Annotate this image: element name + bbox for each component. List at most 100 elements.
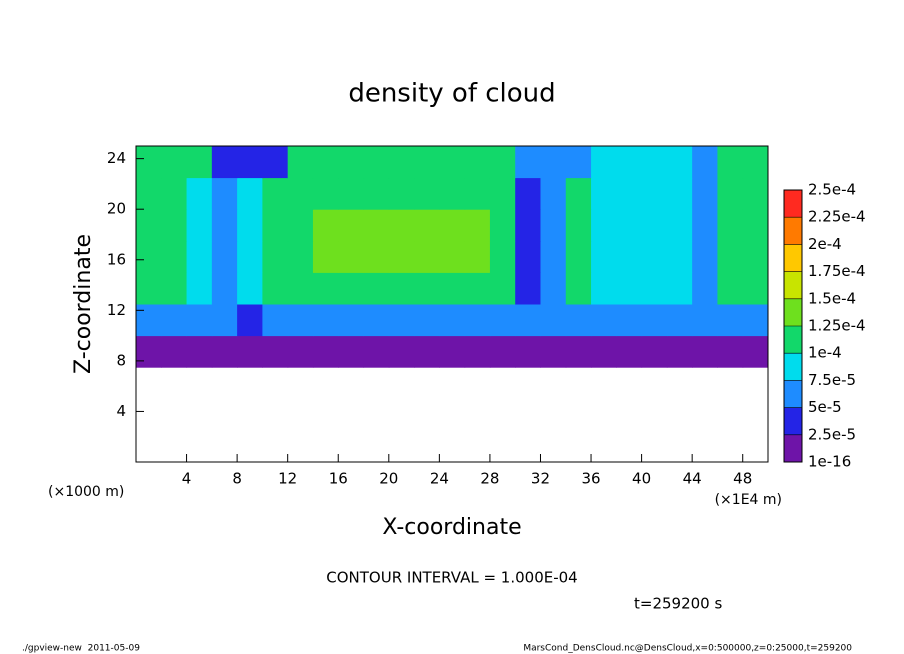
heat-cell [464, 272, 491, 305]
heat-cell [211, 304, 238, 337]
heat-cell [616, 177, 643, 210]
colorbar-label: 1e-16 [808, 453, 851, 471]
heat-cell [237, 177, 263, 210]
heat-cell [565, 272, 592, 305]
x-tick-label: 32 [531, 470, 550, 488]
colorbar-band [784, 217, 802, 245]
heat-cell [616, 304, 643, 337]
heat-cell [439, 335, 466, 368]
colorbar-band [784, 353, 802, 381]
heat-cell [363, 209, 390, 242]
heat-cell [692, 304, 718, 337]
colorbar-label: 2.5e-5 [808, 425, 856, 443]
heat-cell [186, 304, 213, 337]
colorbar-band [784, 434, 802, 462]
heat-cell [742, 304, 769, 337]
heat-cell [565, 304, 592, 337]
heat-cell [515, 209, 541, 242]
heat-cell [262, 177, 289, 210]
heat-cell [136, 272, 162, 305]
heat-cell [237, 335, 263, 368]
heat-cell [439, 177, 466, 210]
heat-cell [591, 240, 617, 273]
heat-cell [136, 146, 162, 179]
heat-cell [489, 272, 516, 305]
heat-cell [338, 304, 365, 337]
heat-cell [338, 272, 365, 305]
heat-cell [312, 304, 339, 337]
heat-cell [717, 335, 744, 368]
heat-cell [464, 146, 491, 179]
heat-cell [161, 272, 188, 305]
heat-cell [489, 209, 516, 242]
heat-cell [742, 146, 769, 179]
heat-cell [540, 146, 567, 179]
heat-cell [742, 209, 769, 242]
colorbar-frame [783, 189, 803, 463]
heat-cell [439, 209, 466, 242]
heat-cell [540, 209, 567, 242]
heat-cell [363, 177, 390, 210]
colorbar-band [784, 190, 802, 218]
footer-left: ./gpview-new 2011-05-09 [22, 644, 140, 654]
heat-cell [717, 209, 744, 242]
heat-cell [641, 335, 668, 368]
heat-cell [591, 335, 617, 368]
heat-cell [287, 335, 314, 368]
heat-cell [338, 209, 365, 242]
heat-cell [161, 177, 188, 210]
heat-cell [540, 272, 567, 305]
heat-cell [489, 240, 516, 273]
heat-cell [692, 146, 718, 179]
heat-cell [742, 272, 769, 305]
colorbar-label: 7.5e-5 [808, 371, 856, 389]
heat-cell [186, 272, 213, 305]
heat-cell [414, 304, 440, 337]
heat-cell [565, 335, 592, 368]
y-tick-label: 20 [107, 200, 126, 218]
heat-cell [262, 146, 289, 179]
heat-cell [211, 240, 238, 273]
y-tick-label: 4 [116, 402, 126, 420]
heat-cell [312, 272, 339, 305]
heat-cell [464, 304, 491, 337]
colorbar-band [784, 271, 802, 299]
heat-cell [161, 335, 188, 368]
heat-cell [414, 240, 440, 273]
heat-cell [161, 209, 188, 242]
heat-cell [287, 304, 314, 337]
heat-cell [287, 240, 314, 273]
heat-cell [641, 177, 668, 210]
colorbar-label: 5e-5 [808, 398, 842, 416]
heat-cell [692, 209, 718, 242]
heat-cell [641, 272, 668, 305]
colorbar-label: 1.75e-4 [808, 262, 866, 280]
heat-cell [666, 146, 693, 179]
heat-cell [363, 272, 390, 305]
heat-cell [211, 209, 238, 242]
heat-cell [312, 146, 339, 179]
heat-cell [136, 240, 162, 273]
heat-cell [211, 335, 238, 368]
y-unit: (×1000 m) [48, 484, 124, 500]
y-tick-label: 12 [107, 301, 126, 319]
heat-cell [641, 146, 668, 179]
time-note: t=259200 s [634, 595, 722, 613]
heat-cell [237, 272, 263, 305]
heat-cell [262, 304, 289, 337]
heat-cell [312, 209, 339, 242]
heat-cell [565, 209, 592, 242]
y-tick-label: 24 [107, 149, 126, 167]
heat-cell [312, 335, 339, 368]
heat-cell [388, 146, 415, 179]
heat-cell [414, 177, 440, 210]
colorbar-label: 2e-4 [808, 235, 842, 253]
heat-cell [692, 272, 718, 305]
contour-note: CONTOUR INTERVAL = 1.000E-04 [326, 569, 577, 587]
x-tick-label: 48 [733, 470, 752, 488]
heat-cell [742, 177, 769, 210]
x-tick-label: 36 [581, 470, 600, 488]
heat-cell [540, 177, 567, 210]
heat-cell [464, 209, 491, 242]
heat-cell [186, 335, 213, 368]
